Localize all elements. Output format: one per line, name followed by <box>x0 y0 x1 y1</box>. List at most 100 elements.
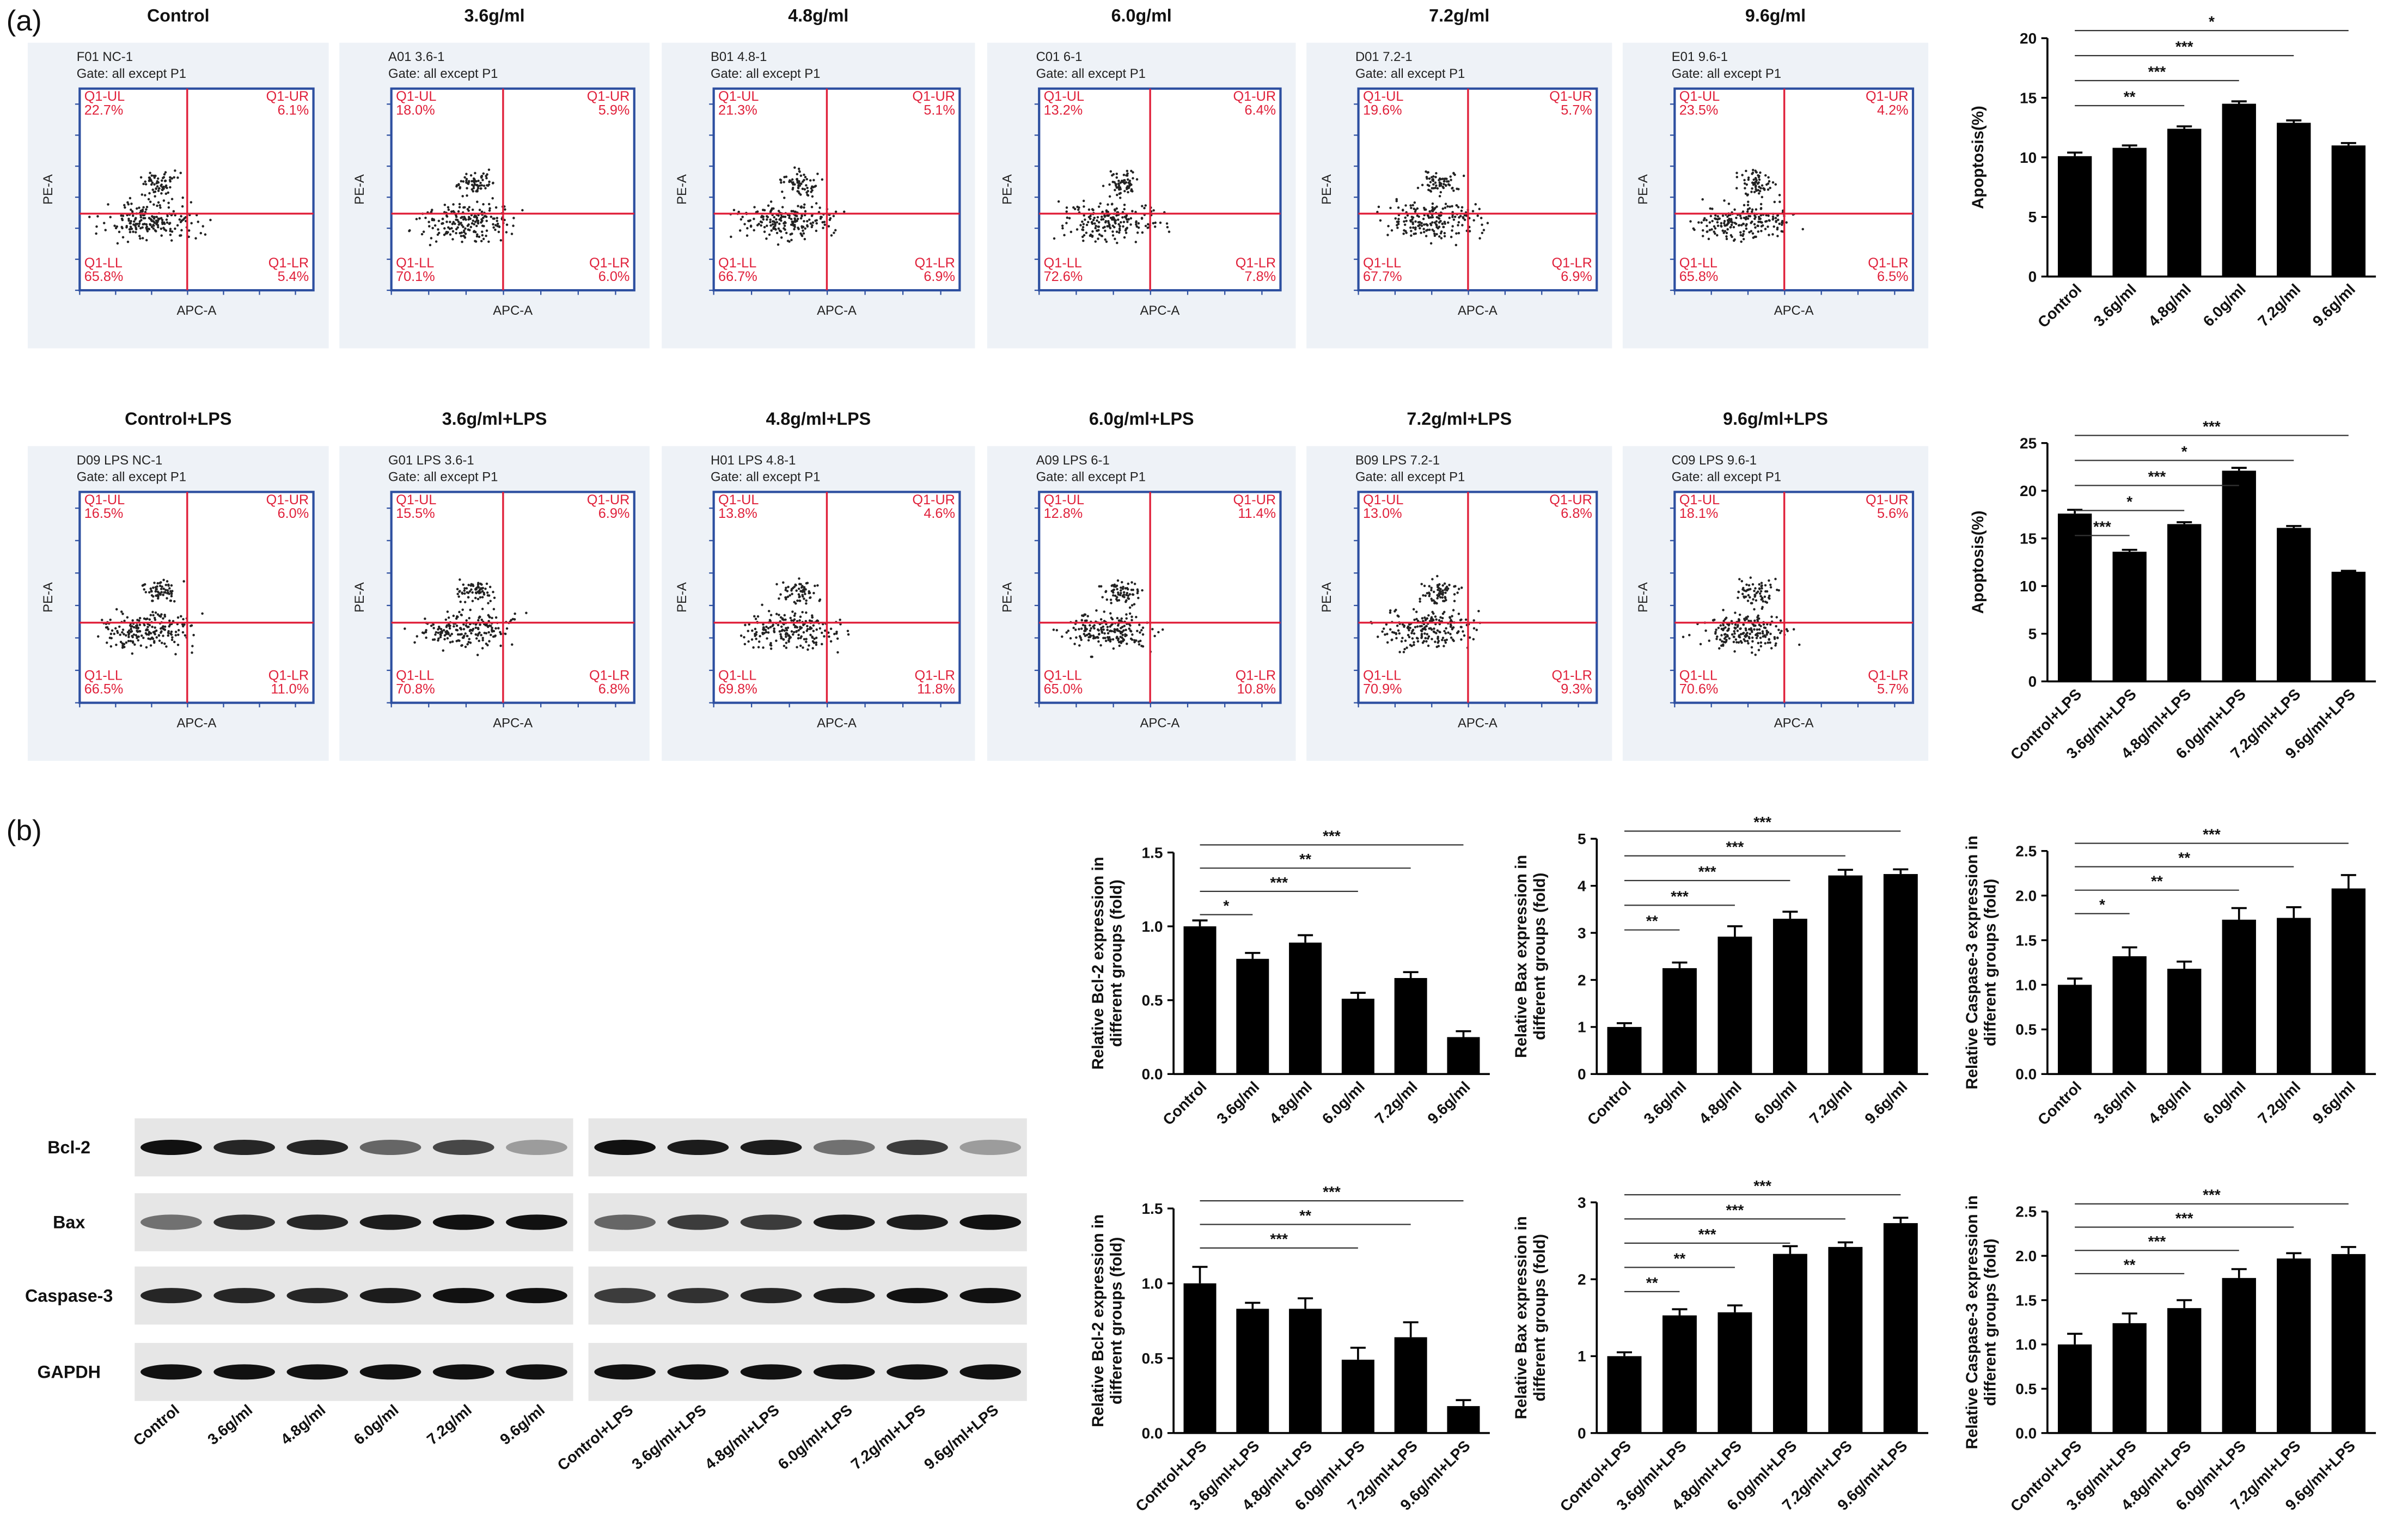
event-dot <box>158 639 161 642</box>
event-dot <box>1420 224 1423 227</box>
event-dot <box>457 221 460 223</box>
event-dot <box>491 626 493 630</box>
event-dot <box>492 226 495 229</box>
y-axis-label: Apoptosis(%) <box>1969 106 1987 209</box>
bar <box>2057 514 2092 682</box>
event-dot <box>1127 582 1130 585</box>
event-dot <box>790 630 793 633</box>
event-dot <box>512 224 515 227</box>
event-dot <box>1407 634 1410 637</box>
event-dot <box>170 584 173 587</box>
event-dot <box>1769 583 1772 586</box>
event-dot <box>1109 216 1113 219</box>
event-dot <box>1734 638 1738 641</box>
event-dot <box>833 633 836 635</box>
event-dot <box>799 583 802 586</box>
event-dot <box>446 610 449 613</box>
event-dot <box>775 583 778 586</box>
event-dot <box>1120 589 1122 592</box>
event-dot <box>1123 207 1126 211</box>
event-dot <box>763 230 766 233</box>
event-dot <box>780 625 783 628</box>
event-dot <box>791 220 794 223</box>
event-dot <box>1097 205 1101 208</box>
event-dot <box>1397 629 1400 632</box>
event-dot <box>444 232 448 235</box>
event-dot <box>129 624 132 627</box>
blot-band <box>432 1214 494 1230</box>
event-dot <box>1740 240 1743 243</box>
blot-band <box>740 1288 802 1304</box>
event-dot <box>121 628 125 631</box>
event-dot <box>1434 615 1437 618</box>
event-dot <box>462 229 466 232</box>
x-axis-label: APC-A <box>177 716 217 730</box>
event-dot <box>484 187 487 190</box>
event-dot <box>1735 175 1739 179</box>
event-dot <box>1118 644 1121 647</box>
event-dot <box>1442 600 1445 602</box>
event-dot <box>1723 618 1727 621</box>
event-dot <box>811 616 814 619</box>
event-dot <box>167 191 170 194</box>
event-dot <box>456 226 459 229</box>
event-dot <box>1776 636 1779 639</box>
event-dot <box>154 611 157 614</box>
event-dot <box>1396 614 1399 617</box>
event-dot <box>1419 597 1421 601</box>
event-dot <box>745 234 749 237</box>
event-dot <box>1739 215 1742 217</box>
event-dot <box>1755 189 1758 192</box>
event-dot <box>119 633 121 636</box>
event-dot <box>1733 630 1735 633</box>
event-dot <box>482 172 485 175</box>
quadrant-value: 15.5% <box>396 506 435 521</box>
error-bar <box>2231 100 2247 104</box>
event-dot <box>155 588 157 591</box>
event-dot <box>1395 637 1398 640</box>
event-dot <box>1745 183 1748 186</box>
bar <box>2277 123 2311 277</box>
event-dot <box>148 624 151 627</box>
event-dot <box>1140 644 1143 647</box>
event-dot <box>1773 637 1776 640</box>
event-dot <box>1765 214 1768 217</box>
y-tick-label: 2.0 <box>2015 1248 2037 1264</box>
event-dot <box>156 204 158 207</box>
event-dot <box>1431 221 1434 224</box>
event-dot <box>153 616 156 620</box>
event-dot <box>1125 227 1128 230</box>
event-dot <box>792 586 794 590</box>
event-dot <box>785 231 788 235</box>
event-dot <box>1736 630 1739 632</box>
event-dot <box>1758 624 1761 626</box>
event-dot <box>1398 632 1401 635</box>
event-dot <box>162 227 165 229</box>
event-dot <box>1433 233 1436 235</box>
plot-area <box>712 491 961 704</box>
event-dot <box>1451 205 1453 207</box>
event-dot <box>118 230 121 234</box>
bar <box>1183 926 1217 1074</box>
blot-band <box>359 1139 421 1155</box>
significance-label: ** <box>1646 1274 1658 1291</box>
y-tick-label: 1.5 <box>2015 932 2037 949</box>
event-dot <box>485 582 488 585</box>
event-dot <box>165 218 168 221</box>
event-dot <box>756 224 759 227</box>
event-dot <box>1395 633 1398 635</box>
event-dot <box>164 171 167 174</box>
event-dot <box>151 181 154 184</box>
event-dot <box>463 601 467 603</box>
event-dot <box>167 634 170 637</box>
event-dot <box>455 185 458 188</box>
event-dot <box>464 632 467 635</box>
event-dot <box>1723 199 1726 202</box>
event-dot <box>847 633 850 636</box>
event-dot <box>1757 649 1761 652</box>
event-dot <box>121 236 125 239</box>
event-dot <box>496 222 499 225</box>
event-dot <box>766 224 768 227</box>
event-dot <box>1725 639 1728 641</box>
blot-band <box>213 1288 275 1304</box>
